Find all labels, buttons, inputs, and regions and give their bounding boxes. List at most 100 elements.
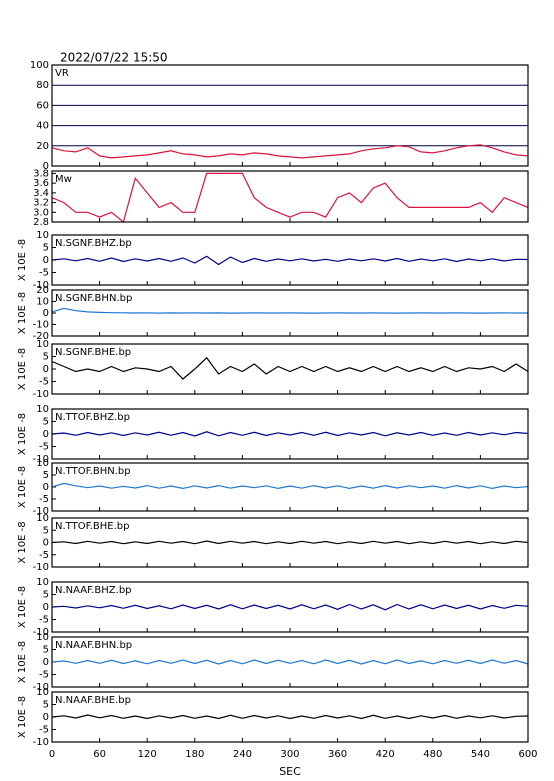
panel-frame [51, 289, 529, 337]
y-axis-label: X 10E -8 [17, 586, 28, 628]
waveform [51, 714, 529, 720]
panel-label: Mw [55, 174, 72, 185]
y-axis-label: X 10E -8 [17, 239, 28, 281]
y-tick-label: 5 [43, 470, 49, 481]
x-tick-label: 240 [233, 749, 252, 760]
y-tick-label: 3.6 [33, 178, 49, 189]
y-tick-label: -5 [39, 268, 49, 279]
panel-label: N.NAAF.BHZ.bp [55, 585, 132, 596]
waveform [51, 431, 529, 437]
y-tick-label: -20 [33, 331, 49, 342]
y-tick-label: -5 [39, 377, 49, 388]
y-axis-label: X 10E -8 [17, 292, 28, 334]
y-tick-label: 0 [43, 602, 49, 613]
y-tick-label: -10 [33, 682, 49, 693]
y-tick-label: 5 [43, 417, 49, 428]
y-tick-label: 10 [36, 297, 49, 308]
y-tick-label: 0 [43, 429, 49, 440]
y-tick-label: 0 [43, 255, 49, 266]
waveform [51, 255, 529, 266]
y-tick-label: 10 [36, 458, 49, 469]
y-tick-label: -10 [33, 506, 49, 517]
y-tick-label: 5 [43, 645, 49, 656]
y-tick-label: 10 [36, 339, 49, 350]
y-tick-label: -10 [33, 627, 49, 638]
y-tick-label: 40 [36, 121, 49, 132]
y-axis-label: X 10E -8 [17, 466, 28, 508]
y-tick-label: -5 [39, 725, 49, 736]
x-tick-label: 600 [518, 749, 537, 760]
x-tick-label: 0 [49, 749, 55, 760]
y-tick-label: 3.0 [33, 207, 49, 218]
x-tick-label: 180 [185, 749, 204, 760]
x-axis-label: SEC [279, 765, 301, 778]
panel-label: N.TTOF.BHN.bp [55, 466, 131, 477]
y-tick-label: -5 [39, 615, 49, 626]
y-tick-label: 0 [43, 161, 49, 172]
y-tick-label: 3.2 [33, 198, 49, 209]
y-axis-label: X 10E -8 [17, 413, 28, 455]
x-tick-label: 360 [328, 749, 347, 760]
panel-label: N.SGNF.BHE.bp [55, 347, 131, 358]
y-tick-label: -5 [39, 442, 49, 453]
y-axis-label: X 10E -8 [17, 348, 28, 390]
y-tick-label: -10 [33, 454, 49, 465]
y-tick-label: -5 [39, 494, 49, 505]
x-tick-label: 420 [376, 749, 395, 760]
panel-label: N.NAAF.BHE.bp [55, 695, 131, 706]
y-tick-label: 0 [43, 364, 49, 375]
x-tick-label: 60 [93, 749, 106, 760]
y-tick-label: 5 [43, 700, 49, 711]
panel-frame [51, 636, 529, 688]
panel-frame [51, 517, 529, 568]
y-tick-label: -5 [39, 670, 49, 681]
y-tick-label: 3.8 [33, 168, 49, 179]
panel-label: VR [55, 68, 69, 79]
y-tick-label: 0 [43, 482, 49, 493]
y-tick-label: 5 [43, 243, 49, 254]
y-axis-label: X 10E -8 [17, 696, 28, 738]
waveform [51, 144, 529, 159]
y-tick-label: 80 [36, 80, 49, 91]
waveform [51, 603, 529, 611]
waveform [51, 482, 529, 490]
y-tick-label: 20 [36, 141, 49, 152]
x-tick-label: 300 [280, 749, 299, 760]
y-tick-label: 0 [43, 657, 49, 668]
y-tick-label: -10 [33, 320, 49, 331]
panel-label: N.NAAF.BHN.bp [55, 640, 132, 651]
panel-label: N.TTOF.BHE.bp [55, 521, 129, 532]
y-tick-label: -10 [33, 562, 49, 573]
y-tick-label: 10 [36, 687, 49, 698]
panel-label: N.TTOF.BHZ.bp [55, 412, 130, 423]
y-tick-label: 10 [36, 404, 49, 415]
x-tick-label: 120 [138, 749, 157, 760]
x-tick-label: 540 [471, 749, 490, 760]
panel-frame [51, 462, 529, 512]
x-tick-label: 480 [423, 749, 442, 760]
waveform [51, 540, 529, 545]
y-tick-label: 2.8 [33, 217, 49, 228]
y-tick-label: -5 [39, 550, 49, 561]
panel-label: N.SGNF.BHN.bp [55, 293, 132, 304]
waveform [51, 307, 528, 314]
panel-frame [51, 343, 529, 395]
y-tick-label: 10 [36, 577, 49, 588]
y-tick-label: 10 [36, 513, 49, 524]
y-tick-label: 3.4 [33, 188, 49, 199]
y-tick-label: 5 [43, 352, 49, 363]
chart-title: 2022/07/22 15:50 [60, 51, 168, 65]
waveform [51, 172, 529, 224]
y-tick-label: 100 [30, 60, 49, 71]
panel-label: N.SGNF.BHZ.bp [55, 238, 132, 249]
waveform [51, 356, 529, 380]
waveform [51, 659, 529, 665]
y-tick-label: 10 [36, 632, 49, 643]
panel-frame [51, 234, 529, 286]
y-tick-label: -10 [33, 389, 49, 400]
y-tick-label: 60 [36, 100, 49, 111]
y-tick-label: -10 [33, 737, 49, 748]
y-tick-label: -10 [33, 280, 49, 291]
